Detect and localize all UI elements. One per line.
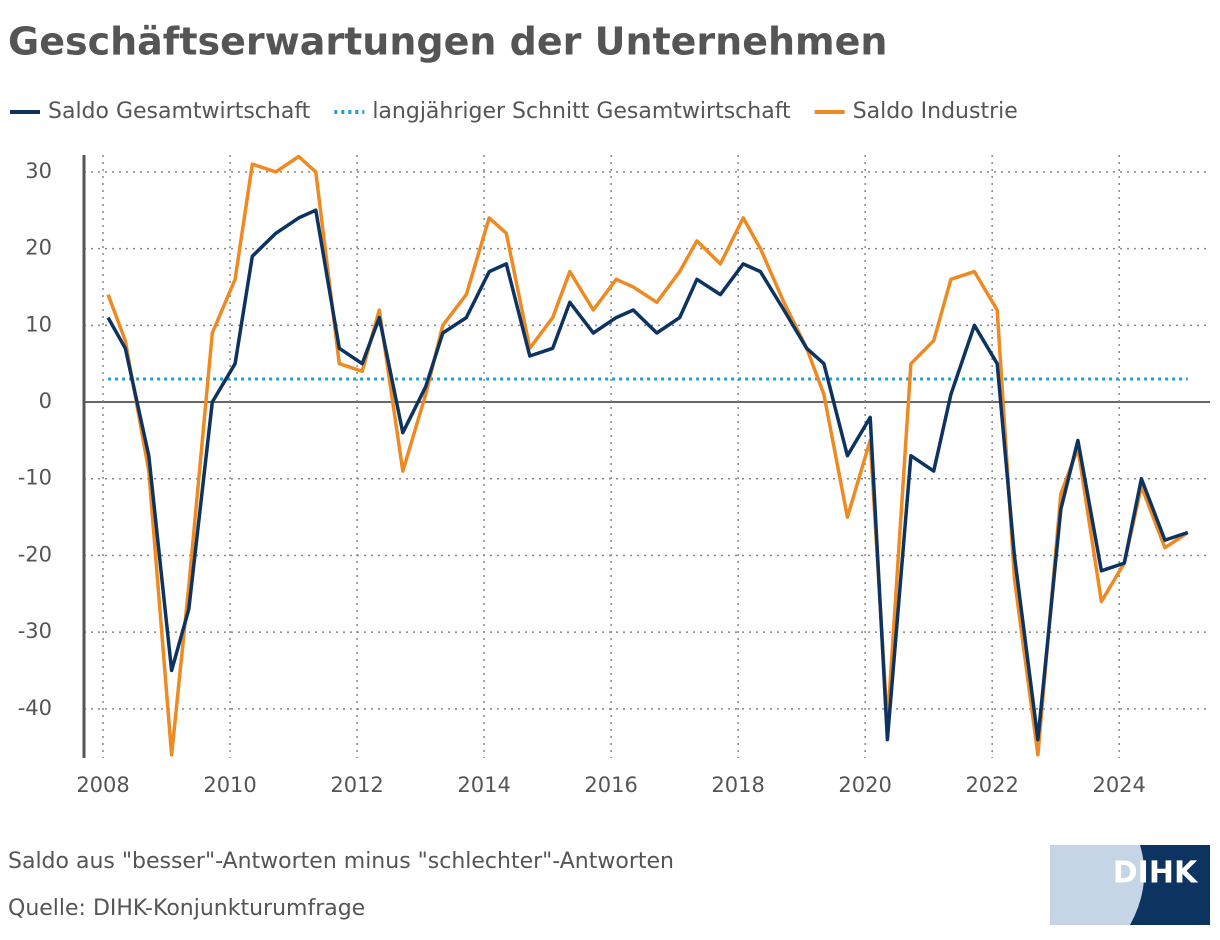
x-tick-label: 2008 (76, 773, 129, 797)
chart-note: Saldo aus "besser"-Antworten minus "schl… (8, 849, 674, 874)
logo-shape (1130, 845, 1210, 925)
y-tick-label: -30 (18, 619, 52, 643)
legend-label: Saldo Industrie (853, 99, 1018, 124)
x-tick-label: 2014 (457, 773, 510, 797)
chart-title: Geschäftserwartungen der Unternehmen (8, 20, 887, 64)
y-tick-label: 30 (25, 159, 52, 183)
y-tick-label: 0 (39, 389, 52, 413)
y-tick-label: 20 (25, 236, 52, 260)
logo-text: DIHK (1113, 856, 1199, 891)
line-series (106, 154, 1189, 757)
x-tick-label: 2018 (711, 773, 764, 797)
y-tick-label: -20 (18, 542, 52, 566)
logo: DIHK (1050, 845, 1210, 925)
x-tick-label: 2012 (330, 773, 383, 797)
line-series (106, 208, 1189, 742)
legend-label: Saldo Gesamtwirtschaft (48, 99, 311, 124)
x-tick-label: 2010 (203, 773, 256, 797)
x-tick-label: 2016 (584, 773, 637, 797)
y-tick-label: -10 (18, 466, 52, 490)
y-tick-label: -40 (18, 696, 52, 720)
x-tick-label: 2020 (838, 773, 891, 797)
y-tick-label: 10 (25, 312, 52, 336)
legend-label: langjähriger Schnitt Gesamtwirtschaft (372, 99, 791, 124)
x-tick-label: 2022 (965, 773, 1018, 797)
x-tick-label: 2024 (1092, 773, 1145, 797)
chart-source: Quelle: DIHK-Konjunkturumfrage (8, 896, 365, 921)
